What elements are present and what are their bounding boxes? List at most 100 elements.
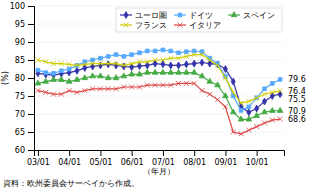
series-point — [246, 128, 251, 133]
series-point — [177, 62, 181, 69]
series-point — [262, 109, 268, 114]
series-line — [38, 83, 280, 133]
series-point — [200, 59, 204, 66]
grid-line — [34, 42, 284, 43]
series-point — [121, 73, 127, 78]
series-point — [254, 95, 259, 100]
source: 資料：欧州委員会サーベイから作成。 — [3, 179, 139, 188]
series-point — [161, 48, 165, 52]
legend-marker — [231, 12, 237, 17]
series-point — [153, 83, 158, 88]
series-point — [82, 62, 87, 67]
series-point — [59, 69, 63, 73]
series-point — [35, 80, 41, 85]
marks — [35, 48, 283, 136]
series-point — [207, 58, 212, 63]
series-point — [106, 61, 110, 68]
series-point — [137, 85, 142, 90]
series-point — [207, 78, 213, 83]
y-axis-line — [28, 7, 35, 151]
y-tick: 60 — [15, 146, 34, 155]
series-point — [44, 71, 48, 75]
series-point — [114, 86, 119, 91]
series-point — [239, 101, 244, 106]
series-point — [192, 60, 196, 67]
series-point — [114, 61, 119, 66]
series-point — [254, 124, 259, 129]
series-line — [38, 73, 280, 120]
series-point — [168, 56, 173, 61]
x-tick-label: 10/01 — [246, 158, 269, 167]
series-point — [247, 109, 251, 116]
series-point — [106, 55, 110, 59]
series-point — [138, 51, 142, 55]
series-point — [99, 56, 103, 60]
x-tick-label: 05/01 — [89, 158, 112, 167]
legend-item: スペイン — [228, 11, 275, 20]
series-point — [215, 82, 221, 87]
y-axis-title: (%) — [1, 71, 10, 85]
series-point — [215, 97, 220, 102]
series-point — [176, 69, 182, 74]
x-tick-mark — [38, 150, 39, 156]
end-label: 75.5 — [288, 95, 306, 104]
series-point — [90, 61, 95, 66]
series-point — [223, 93, 229, 98]
y-tick-label: 60 — [15, 146, 25, 155]
y-tick: 70 — [15, 110, 34, 119]
series-point — [278, 88, 283, 93]
series-point — [145, 49, 149, 53]
series-point — [278, 117, 283, 122]
legend-box — [116, 8, 282, 32]
series-point — [74, 90, 79, 95]
series-point — [137, 71, 143, 76]
series-line — [38, 63, 280, 113]
series-point — [36, 68, 40, 72]
series-point — [122, 55, 126, 59]
x-tick-label: 07/01 — [152, 158, 175, 167]
series-point — [59, 77, 65, 82]
annotations: 79.676.475.570.968.6 — [288, 75, 306, 124]
series-point — [263, 87, 267, 91]
series-point — [144, 69, 150, 74]
series-point — [231, 90, 236, 95]
y-tick-label: 90 — [15, 38, 25, 47]
x-tick-label: 06/01 — [121, 158, 144, 167]
end-label: 68.6 — [288, 115, 306, 124]
series-point — [67, 88, 72, 93]
y-tick-mark — [28, 114, 34, 115]
series-point — [121, 85, 126, 90]
end-label: 79.6 — [288, 75, 306, 84]
series-point — [145, 59, 150, 64]
x-tick: 10/01 — [246, 150, 269, 167]
series-point — [231, 130, 236, 135]
series-point — [121, 63, 126, 68]
legend-marker — [124, 12, 128, 19]
x-tick-mark — [225, 150, 226, 156]
series-point — [130, 53, 134, 57]
legend-label: イタリア — [189, 21, 221, 30]
grid-line — [34, 78, 284, 79]
series-point — [153, 58, 158, 63]
series-point — [160, 69, 166, 74]
series-point — [43, 90, 48, 95]
series-point — [246, 99, 251, 104]
legend-item: ユーロ圏 — [120, 11, 167, 20]
series — [35, 81, 282, 136]
series-point — [75, 67, 79, 74]
series-point — [169, 62, 173, 69]
x-tick-label: 04/01 — [58, 158, 81, 167]
series-point — [216, 61, 220, 68]
series-point — [176, 56, 181, 61]
x-tick-mark — [132, 150, 133, 156]
y-tick-label: 100 — [10, 2, 25, 11]
series-point — [223, 76, 228, 81]
series-point — [255, 105, 259, 112]
x-tick-mark — [69, 150, 70, 156]
series-point — [192, 81, 197, 86]
y-tick-mark — [28, 60, 34, 61]
series-point — [199, 73, 205, 78]
series-point — [184, 50, 188, 54]
series-point — [98, 86, 103, 91]
x-tick-label: 09/01 — [214, 158, 237, 167]
